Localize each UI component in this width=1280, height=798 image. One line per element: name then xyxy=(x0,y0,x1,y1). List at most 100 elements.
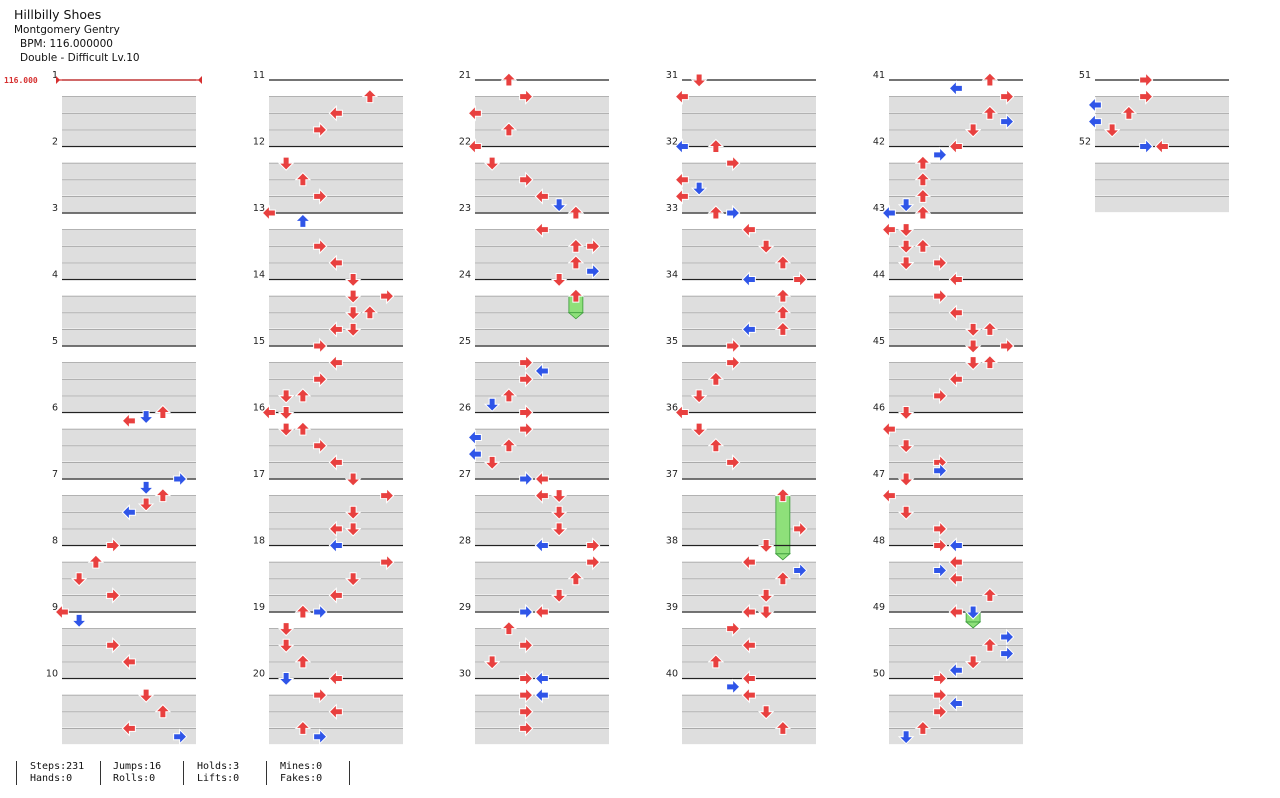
arrow-right xyxy=(933,562,948,579)
beat-band xyxy=(62,362,196,379)
beat-band xyxy=(682,196,816,213)
arrow-up xyxy=(981,587,999,602)
beat-band xyxy=(475,296,609,312)
arrow-up xyxy=(774,288,792,303)
measure-20: 20 xyxy=(253,669,403,745)
beat-band xyxy=(889,163,1023,179)
measure-number: 5 xyxy=(52,336,58,347)
arrow-up xyxy=(294,388,312,403)
measure-number: 47 xyxy=(873,469,885,480)
arrow-down xyxy=(690,422,708,437)
measure-21: 21 xyxy=(459,70,609,146)
measure-number: 11 xyxy=(253,70,265,81)
arrow-down xyxy=(344,505,362,520)
measure-22: 22 xyxy=(459,137,609,213)
arrow-right xyxy=(313,686,328,704)
arrow-left xyxy=(328,354,343,371)
arrow-right xyxy=(519,637,534,654)
beat-band xyxy=(682,179,816,196)
beat-band xyxy=(269,628,403,645)
beat-band xyxy=(682,462,816,479)
stats-divider xyxy=(100,761,101,785)
song-artist: Montgomery Gentry xyxy=(14,24,120,36)
beat-band xyxy=(62,312,196,329)
measure-50: 50 xyxy=(873,669,1023,745)
arrow-left xyxy=(54,603,69,621)
arrow-left xyxy=(328,454,343,471)
arrow-up xyxy=(87,554,105,569)
measure-number: 16 xyxy=(253,403,265,414)
measure-number: 42 xyxy=(873,137,885,148)
measure-number: 30 xyxy=(459,669,471,680)
arrow-up xyxy=(981,72,999,87)
beat-band xyxy=(475,528,609,545)
beat-band xyxy=(682,578,816,595)
arrow-left xyxy=(328,321,343,338)
arrow-down xyxy=(277,406,295,421)
measure-6: 6 xyxy=(52,403,196,479)
beat-band xyxy=(475,695,609,711)
arrow-down xyxy=(483,156,501,171)
arrow-right xyxy=(1000,628,1015,646)
beat-band xyxy=(475,163,609,179)
arrow-left xyxy=(328,105,343,122)
arrow-right xyxy=(313,603,328,621)
arrow-left xyxy=(1154,138,1169,155)
arrow-down xyxy=(964,655,982,670)
arrow-right xyxy=(519,171,534,188)
measure-number: 21 xyxy=(459,70,471,81)
arrow-down xyxy=(897,406,915,421)
beat-band xyxy=(475,628,609,645)
stat-mines: Mines:0 xyxy=(280,761,323,772)
arrow-right xyxy=(519,420,534,438)
arrow-right xyxy=(793,520,808,538)
arrow-up xyxy=(774,571,792,586)
beat-band xyxy=(475,113,609,130)
arrow-right xyxy=(173,470,188,488)
measure-number: 35 xyxy=(666,336,678,347)
song-title: Hillbilly Shoes xyxy=(14,7,102,22)
arrow-left xyxy=(948,271,963,288)
arrow-left xyxy=(741,637,756,654)
arrow-up xyxy=(500,620,518,636)
beat-band xyxy=(682,711,816,728)
arrow-left xyxy=(467,105,482,122)
measure-45: 45 xyxy=(873,336,1023,412)
arrow-down xyxy=(897,256,915,271)
arrow-right xyxy=(1000,645,1015,662)
stats-group-mines: Mines:0 Fakes:0 xyxy=(280,761,322,785)
beat-band xyxy=(889,129,1023,146)
arrow-left xyxy=(121,412,136,430)
beat-band xyxy=(475,179,609,196)
beat-band xyxy=(889,495,1023,512)
beat-band xyxy=(62,262,196,279)
beat-band xyxy=(269,728,403,745)
arrow-left xyxy=(948,537,963,554)
arrow-down xyxy=(757,705,775,720)
measure-number: 44 xyxy=(873,270,885,281)
arrow-left xyxy=(948,570,963,587)
arrow-right xyxy=(313,188,328,205)
beat-band xyxy=(269,578,403,595)
measure-number: 27 xyxy=(459,469,471,480)
measure-number: 3 xyxy=(52,203,58,214)
hold-tail xyxy=(774,553,791,561)
arrow-up xyxy=(361,305,379,320)
arrow-left xyxy=(467,429,482,446)
stats-group-jumps: Jumps:16 Rolls:0 xyxy=(113,761,161,785)
measure-number: 12 xyxy=(253,137,265,148)
arrow-up xyxy=(774,321,792,336)
beat-band xyxy=(682,445,816,462)
beat-band xyxy=(269,196,403,213)
arrow-up xyxy=(914,172,932,187)
measure-number: 43 xyxy=(873,203,885,214)
arrow-down xyxy=(483,655,501,670)
arrow-right xyxy=(933,254,948,272)
arrow-right xyxy=(1139,88,1154,105)
arrow-right xyxy=(1000,88,1015,105)
arrow-left xyxy=(121,720,136,737)
beat-band xyxy=(682,129,816,146)
arrow-left xyxy=(881,487,896,504)
measure-38: 38 xyxy=(666,536,816,612)
arrow-up xyxy=(914,188,932,203)
